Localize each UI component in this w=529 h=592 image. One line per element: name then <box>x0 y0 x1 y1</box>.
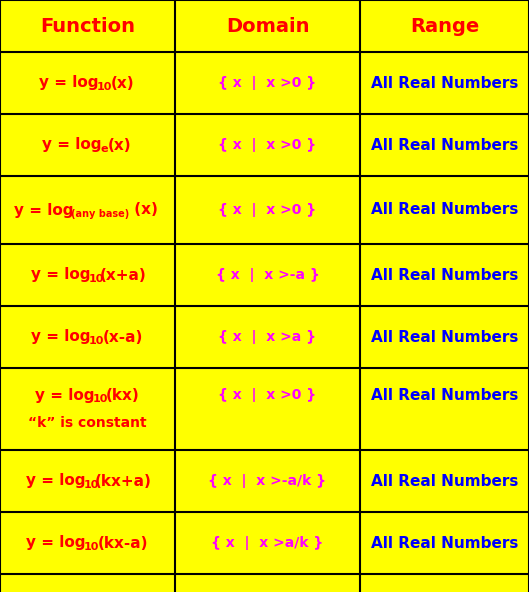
Text: { x  |  x >0 }: { x | x >0 } <box>218 138 316 152</box>
Text: (x): (x) <box>111 76 135 91</box>
Text: All Real Numbers: All Real Numbers <box>371 76 518 91</box>
Text: “k” is constant: “k” is constant <box>28 416 147 430</box>
Text: Range: Range <box>410 17 479 36</box>
Text: { x  |  x >0 }: { x | x >0 } <box>218 203 316 217</box>
Text: { x  |  x >0 }: { x | x >0 } <box>218 388 316 402</box>
Text: (x): (x) <box>108 137 132 153</box>
Text: (kx+a): (kx+a) <box>95 474 151 488</box>
Text: (x): (x) <box>129 202 158 217</box>
Text: 10: 10 <box>84 480 99 490</box>
Text: { x  |  x >-a }: { x | x >-a } <box>216 268 320 282</box>
Text: All Real Numbers: All Real Numbers <box>371 202 518 217</box>
Text: All Real Numbers: All Real Numbers <box>371 330 518 345</box>
Text: { x  |  x >a/k }: { x | x >a/k } <box>212 536 324 550</box>
Text: All Real Numbers: All Real Numbers <box>371 474 518 488</box>
Text: (x-a): (x-a) <box>103 330 143 345</box>
Text: y = log: y = log <box>35 388 94 403</box>
Text: (kx): (kx) <box>106 388 140 403</box>
Text: 10: 10 <box>84 542 99 552</box>
Text: y = log: y = log <box>31 268 90 282</box>
Text: y = log: y = log <box>14 202 74 217</box>
Text: 10: 10 <box>88 336 104 346</box>
Text: y = log: y = log <box>26 474 86 488</box>
Text: Function: Function <box>40 17 135 36</box>
Text: (any base): (any base) <box>71 209 129 219</box>
Text: All Real Numbers: All Real Numbers <box>371 268 518 282</box>
Text: y = log: y = log <box>26 536 86 551</box>
Text: { x  |  x >-a/k }: { x | x >-a/k } <box>208 474 326 488</box>
Text: 10: 10 <box>93 394 108 404</box>
Text: All Real Numbers: All Real Numbers <box>371 388 518 403</box>
Text: e: e <box>101 144 108 154</box>
Text: All Real Numbers: All Real Numbers <box>371 536 518 551</box>
Text: Domain: Domain <box>226 17 309 36</box>
Text: y = log: y = log <box>42 137 102 153</box>
Text: y = log: y = log <box>39 76 98 91</box>
Text: y = log: y = log <box>31 330 90 345</box>
Text: (kx-a): (kx-a) <box>98 536 148 551</box>
Text: { x  |  x >0 }: { x | x >0 } <box>218 76 316 90</box>
Text: { x  |  x >a }: { x | x >a } <box>218 330 316 344</box>
Text: (x+a): (x+a) <box>99 268 147 282</box>
Text: 10: 10 <box>97 82 112 92</box>
Text: 10: 10 <box>88 274 104 284</box>
Text: All Real Numbers: All Real Numbers <box>371 137 518 153</box>
